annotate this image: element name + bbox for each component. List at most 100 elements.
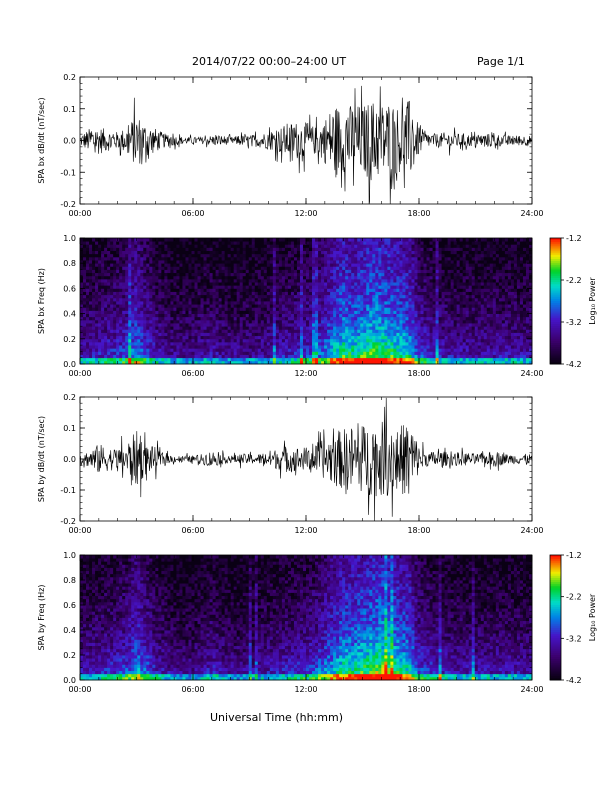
heatmap-cell [296,307,301,311]
heatmap-cell [417,307,421,311]
heatmap-cell [432,304,436,308]
heatmap-cell [233,247,238,251]
heatmap-cell [164,323,168,327]
heatmap-cell [272,319,277,324]
heatmap-cell [420,275,424,280]
heatmap-cell [324,351,328,355]
heatmap-cell [233,285,238,289]
heatmap-cell [89,285,93,289]
heatmap-cell [218,348,223,352]
heatmap-cell [369,266,373,270]
heatmap-cell [269,348,274,352]
heatmap-cell [110,326,114,330]
heatmap-cell [203,247,207,251]
heatmap-cell [342,341,346,346]
heatmap-cell [423,319,427,324]
heatmap-cell [405,294,409,299]
heatmap-cell [134,323,138,327]
heatmap-cell [212,278,216,283]
heatmap-cell [179,263,183,267]
heatmap-cell [287,319,292,324]
heatmap-cell [173,253,177,258]
heatmap-cell [299,319,304,324]
heatmap-cell [302,301,307,305]
heatmap-cell [83,256,87,261]
heatmap-cell [363,360,367,365]
heatmap-cell [306,294,310,299]
heatmap-cell [330,304,334,308]
heatmap-cell [260,291,265,296]
heatmap-cell [269,288,274,292]
heatmap-cell [299,253,304,258]
heatmap-cell [251,238,256,242]
heatmap-cell [257,285,262,289]
heatmap-cell [435,275,439,280]
heatmap-cell [312,345,316,349]
heatmap-cell [351,319,355,324]
heatmap-cell [345,354,349,359]
heatmap-cell [432,360,436,365]
heatmap-cell [110,354,114,359]
heatmap-cell [327,341,331,346]
heatmap-cell [242,275,247,280]
heatmap-cell [146,310,150,314]
heatmap-cell [131,250,135,255]
heatmap-cell [233,335,238,340]
heatmap-cell [324,354,328,359]
heatmap-cell [212,297,216,302]
heatmap-cell [116,348,120,352]
heatmap-cell [122,316,126,321]
heatmap-cell [134,282,138,286]
heatmap-cell [176,294,180,299]
heatmap-cell [182,341,186,346]
heatmap-cell [420,301,424,305]
heatmap-cell [170,307,174,311]
heatmap-cell [272,335,277,340]
heatmap-cell [272,288,277,292]
heatmap-cell [408,247,412,251]
heatmap-cell [426,360,430,365]
heatmap-cell [312,319,316,324]
heatmap-cell [110,332,114,337]
heatmap-cell [414,310,418,314]
heatmap-cell [405,329,409,333]
heatmap-cell [342,291,346,296]
heatmap-cell [131,332,135,337]
heatmap-cell [402,297,406,302]
heatmap-cell [152,294,156,299]
heatmap-cell [176,260,180,264]
heatmap-cell [89,319,93,324]
heatmap-cell [224,335,229,340]
heatmap-cell [92,253,96,258]
heatmap-cell [245,307,250,311]
heatmap-cell [372,348,376,352]
heatmap-cell [287,272,292,277]
heatmap-cell [411,260,415,264]
heatmap-cell [360,260,364,264]
heatmap-cell [209,338,213,343]
heatmap-cell [197,282,201,286]
heatmap-cell [278,294,283,299]
heatmap-cell [444,354,449,359]
heatmap-cell [194,329,198,333]
heatmap-cell [215,310,220,314]
heatmap-cell [272,269,277,274]
heatmap-cell [387,291,391,296]
heatmap-cell [203,250,207,255]
heatmap-cell [375,335,379,340]
heatmap-cell [312,250,316,255]
heatmap-cell [393,332,397,337]
heatmap-cell [185,316,189,321]
heatmap-cell [381,256,385,261]
heatmap-cell [393,278,397,283]
heatmap-cell [257,241,262,245]
heatmap-cell [363,294,367,299]
heatmap-cell [137,304,141,308]
heatmap-cell [80,238,84,242]
heatmap-cell [420,313,424,318]
heatmap-cell [239,351,244,355]
heatmap-cell [98,297,102,302]
heatmap-cell [420,341,424,346]
heatmap-cell [315,304,319,308]
heatmap-cell [224,332,229,337]
